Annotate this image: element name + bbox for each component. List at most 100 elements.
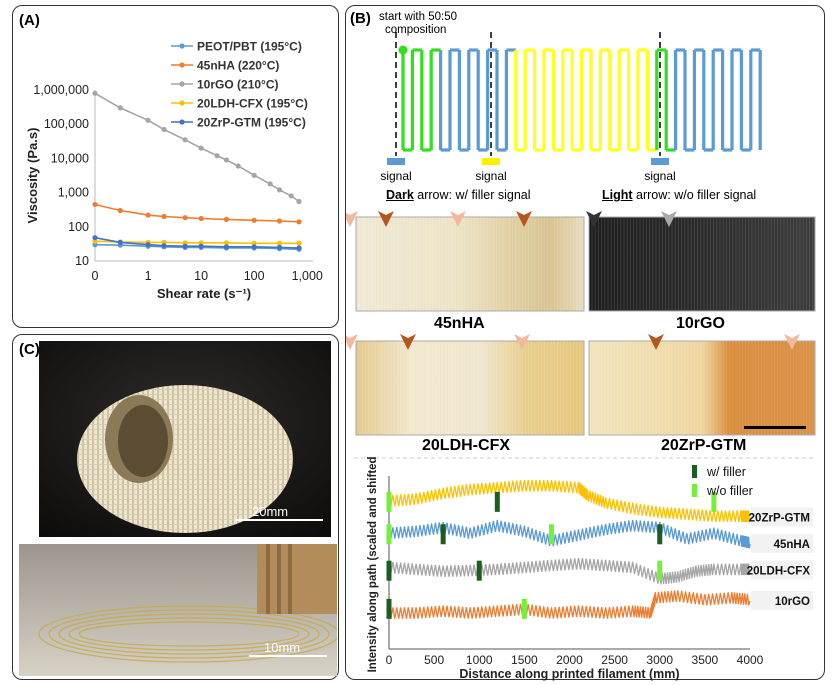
y-tick-label: 10 bbox=[75, 254, 89, 268]
data-point bbox=[145, 117, 151, 123]
direction-arrow bbox=[514, 334, 530, 350]
sample-photo bbox=[588, 216, 816, 312]
series-label-bg bbox=[751, 560, 813, 580]
y-axis-label: Intensity along path (scaled and shifted… bbox=[367, 456, 379, 672]
x-tick-label: 3500 bbox=[692, 653, 719, 667]
panel-label-c: (C) bbox=[19, 341, 40, 358]
marker-wo-filler bbox=[386, 491, 392, 512]
data-point bbox=[182, 215, 188, 221]
x-tick-label: 3000 bbox=[646, 653, 673, 667]
photo-label-10rgo: 10rGO bbox=[676, 315, 725, 332]
panel-label-a: (A) bbox=[19, 12, 40, 29]
scaffold-photo: 20mm bbox=[39, 341, 331, 537]
marker-w-filler bbox=[657, 524, 663, 545]
data-point bbox=[117, 207, 123, 214]
sample-photo bbox=[355, 216, 585, 312]
x-tick-label: 0 bbox=[92, 269, 99, 283]
sample-photo bbox=[588, 340, 816, 436]
y-tick-label: 100,000 bbox=[44, 117, 89, 131]
signal-label: signal bbox=[380, 169, 411, 183]
marker-w-filler bbox=[386, 560, 392, 581]
data-point bbox=[117, 105, 123, 111]
legend-swatch-marker bbox=[179, 62, 185, 68]
x-tick-label: 100 bbox=[244, 269, 265, 283]
arrow-legend: Dark arrow: w/ filler signal bbox=[386, 188, 531, 202]
y-tick-label: 1,000 bbox=[58, 186, 89, 200]
y-tick-label: 1,000,000 bbox=[33, 83, 89, 97]
data-point bbox=[182, 137, 188, 143]
legend-label: w/o filler bbox=[706, 484, 753, 498]
y-axis-label: Viscosity (Pa.s) bbox=[25, 128, 40, 224]
direction-arrow bbox=[346, 211, 358, 227]
data-point bbox=[117, 239, 123, 245]
y-tick-label: 10,000 bbox=[51, 151, 89, 165]
x-tick-label: 0 bbox=[386, 653, 393, 667]
legend-swatch-marker bbox=[179, 119, 185, 125]
start-label: start with 50:50 composition bbox=[379, 11, 460, 36]
light-arrow-word: Light bbox=[602, 188, 633, 202]
x-tick-label: 10 bbox=[194, 269, 208, 283]
data-point bbox=[251, 217, 257, 223]
direction-arrow bbox=[586, 211, 602, 227]
direction-arrow bbox=[648, 334, 664, 350]
data-point bbox=[235, 163, 241, 169]
scalebar-bottom-label: 10mm bbox=[264, 640, 300, 655]
arrow-legend-light: Light arrow: w/o filler signal bbox=[602, 188, 756, 202]
legend-swatch bbox=[692, 465, 697, 478]
panel-b: (B) start with 50:50 composition signal s… bbox=[345, 5, 825, 681]
data-point bbox=[214, 153, 220, 159]
intensity-line-0 bbox=[388, 479, 751, 523]
direction-arrow bbox=[346, 334, 358, 350]
x-tick-label: 2000 bbox=[556, 653, 583, 667]
marker-wo-filler bbox=[548, 524, 554, 545]
data-point bbox=[92, 201, 98, 208]
photo-label-45nha: 45nHA bbox=[434, 315, 485, 332]
legend-swatch bbox=[692, 484, 697, 497]
data-point bbox=[223, 157, 230, 163]
x-axis-label: Shear rate (s⁻¹) bbox=[157, 286, 251, 301]
data-point bbox=[276, 244, 283, 250]
signal-marker bbox=[482, 158, 500, 165]
x-tick-label: 2500 bbox=[601, 653, 628, 667]
direction-arrow bbox=[400, 334, 416, 350]
legend-label: 45nHA (220°C) bbox=[197, 59, 279, 73]
marker-w-filler bbox=[494, 491, 500, 512]
marker-wo-filler bbox=[657, 560, 663, 581]
legend-label: 10rGO (210°C) bbox=[197, 78, 279, 92]
data-point bbox=[92, 235, 98, 241]
signal-label: signal bbox=[475, 169, 506, 183]
x-tick-label: 4000 bbox=[737, 653, 764, 667]
intensity-chart: 0 500 1000 1500 2000 2500 3000 3500 4000 Distance… bbox=[354, 456, 816, 681]
data-point bbox=[198, 145, 204, 151]
dark-arrow-text: arrow: w/ filler signal bbox=[413, 188, 531, 202]
series-label-bg bbox=[751, 533, 813, 553]
data-point bbox=[296, 240, 302, 246]
data-point bbox=[92, 90, 98, 96]
x-tick-label: 1000 bbox=[466, 653, 493, 667]
marker-wo-filler bbox=[711, 491, 717, 512]
legend-swatch-marker bbox=[179, 43, 185, 49]
series-label: 20ZrP-GTM bbox=[749, 512, 810, 524]
data-point bbox=[288, 193, 294, 199]
x-tick-label: 500 bbox=[424, 653, 444, 667]
data-point bbox=[296, 219, 302, 225]
series-line-3 bbox=[94, 240, 299, 245]
data-point bbox=[296, 245, 302, 251]
marker-w-filler bbox=[440, 524, 446, 545]
intensity-line-3 bbox=[388, 590, 751, 619]
legend-swatch-marker bbox=[179, 81, 185, 87]
marker-wo-filler bbox=[386, 524, 392, 545]
signal-marker bbox=[651, 158, 669, 165]
data-point bbox=[198, 215, 204, 222]
start-label-line2: composition bbox=[385, 24, 446, 36]
intensity-line-1 bbox=[388, 519, 751, 549]
panel-c: (C) 20mm bbox=[12, 334, 339, 680]
printed-samples bbox=[346, 211, 816, 436]
series-label: 10rGO bbox=[775, 596, 810, 608]
x-axis-label: Distance along printed filament (mm) bbox=[459, 667, 679, 681]
sample-photo bbox=[355, 340, 585, 436]
start-point bbox=[398, 45, 408, 55]
data-point bbox=[223, 216, 230, 222]
y-tick-label: 100 bbox=[68, 220, 89, 234]
scalebar bbox=[744, 426, 806, 429]
